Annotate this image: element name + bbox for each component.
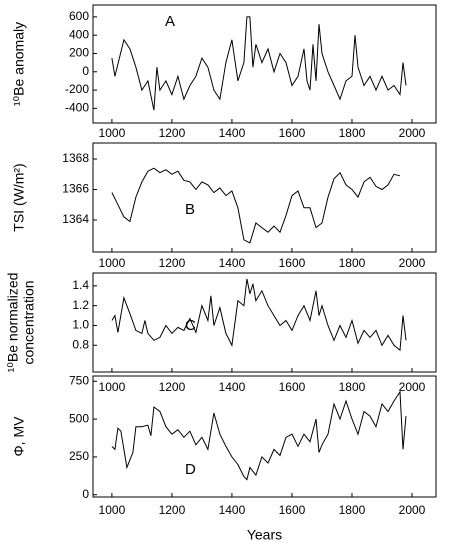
y-axis-label: TSI (W/m²) xyxy=(11,163,27,231)
x-tick-label: 1200 xyxy=(159,126,186,140)
y-tick-label: -200 xyxy=(65,82,89,96)
y-axis-label: ¹⁰Be normalized xyxy=(5,273,21,373)
y-tick-label: 600 xyxy=(69,9,89,23)
x-axis-label: Years xyxy=(247,527,282,543)
panel-letter: D xyxy=(185,461,196,478)
y-tick-label: 200 xyxy=(69,46,89,60)
data-line xyxy=(111,167,401,244)
x-tick-label: 1000 xyxy=(99,126,126,140)
y-axis-label: concentration xyxy=(21,280,37,364)
data-line xyxy=(111,278,407,352)
x-tick-label: 1600 xyxy=(279,503,306,517)
x-tick-label: 2000 xyxy=(399,126,426,140)
x-tick-label: 1800 xyxy=(339,380,366,394)
y-tick-label: 1366 xyxy=(62,182,89,196)
y-tick-label: 0 xyxy=(82,64,89,78)
y-tick-label: 0 xyxy=(82,487,89,501)
panel-letter: B xyxy=(185,201,195,218)
x-tick-label: 1400 xyxy=(219,503,246,517)
x-tick-label: 1800 xyxy=(339,126,366,140)
x-tick-label: 2000 xyxy=(399,503,426,517)
y-tick-label: 1.0 xyxy=(72,318,89,332)
x-tick-label: 1400 xyxy=(219,380,246,394)
x-tick-label: 1600 xyxy=(279,380,306,394)
x-tick-label: 1000 xyxy=(99,503,126,517)
x-tick-label: 1600 xyxy=(279,126,306,140)
plot-frame xyxy=(92,375,437,498)
plot-frame xyxy=(92,272,437,373)
y-tick-label: 1364 xyxy=(62,212,89,226)
panel-letter: C xyxy=(185,317,196,334)
y-tick-label: 250 xyxy=(69,449,89,463)
y-tick-label: 1.2 xyxy=(72,298,89,312)
y-tick-label: 0.8 xyxy=(72,337,89,351)
y-axis-label: Φ, MV xyxy=(11,416,27,457)
x-tick-label: 1400 xyxy=(219,256,246,270)
y-tick-label: 1.4 xyxy=(72,278,89,292)
y-tick-label: 400 xyxy=(69,27,89,41)
x-tick-label: 1800 xyxy=(339,256,366,270)
data-line xyxy=(111,16,407,111)
x-tick-label: 1200 xyxy=(159,503,186,517)
y-tick-label: 1368 xyxy=(62,151,89,165)
x-tick-label: 1000 xyxy=(99,256,126,270)
panel-letter: A xyxy=(165,13,175,30)
x-tick-label: 1000 xyxy=(99,380,126,394)
y-axis-label: ¹⁰Be anomaly xyxy=(11,22,27,106)
y-tick-label: 750 xyxy=(69,373,89,387)
x-tick-label: 2000 xyxy=(399,256,426,270)
x-tick-label: 1400 xyxy=(219,126,246,140)
y-tick-label: 500 xyxy=(69,411,89,425)
plot-frame xyxy=(92,142,437,253)
x-tick-label: 1200 xyxy=(159,380,186,394)
x-tick-label: 1200 xyxy=(159,256,186,270)
x-tick-label: 2000 xyxy=(399,380,426,394)
plot-frame xyxy=(92,4,437,124)
y-tick-label: -400 xyxy=(65,101,89,115)
x-tick-label: 1600 xyxy=(279,256,306,270)
x-tick-label: 1800 xyxy=(339,503,366,517)
data-line xyxy=(111,390,407,481)
